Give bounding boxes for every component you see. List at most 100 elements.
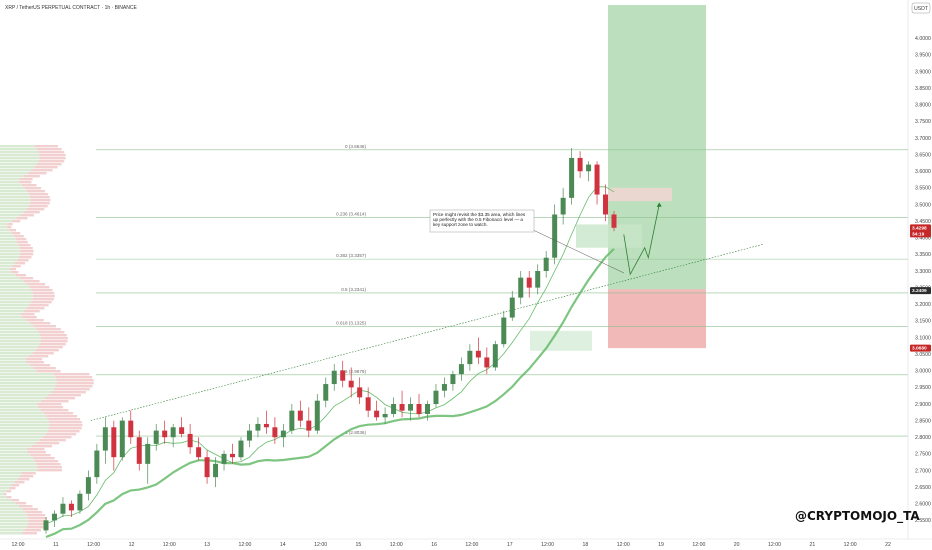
y-tick-label: 2.9500 xyxy=(915,385,931,391)
x-tick-label: 12:00 xyxy=(390,542,403,548)
annotation-text: Price might revisit the $3.35 area, whic… xyxy=(433,211,526,228)
volume-profile-bar xyxy=(19,178,33,181)
volume-profile-bar xyxy=(12,220,21,223)
volume-profile-bar xyxy=(31,301,52,304)
currency-button[interactable]: USDT xyxy=(911,2,931,14)
volume-profile-bar xyxy=(46,415,78,418)
volume-profile-bar xyxy=(41,400,69,403)
volume-profile-bar xyxy=(0,499,12,502)
y-tick-label: 3.3000 xyxy=(915,269,931,275)
volume-profile-bar xyxy=(26,190,45,193)
volume-profile-bar xyxy=(26,448,45,451)
volume-profile-bar xyxy=(0,313,21,316)
volume-profile-bar xyxy=(39,154,66,157)
volume-profile-bar xyxy=(0,433,46,436)
volume-profile-bar xyxy=(34,166,58,169)
volume-profile-bar xyxy=(0,235,15,238)
volume-profile-bar xyxy=(0,295,33,298)
volume-profile-bar xyxy=(6,490,12,493)
x-tick-label: 12 xyxy=(129,542,135,548)
volume-profile-bar xyxy=(22,316,37,319)
volume-profile-bar xyxy=(0,514,28,517)
x-tick-label: 12:00 xyxy=(314,542,327,548)
volume-profile-bar xyxy=(17,259,29,262)
volume-profile-bar xyxy=(0,511,26,514)
volume-profile-bar xyxy=(48,418,81,421)
volume-profile-bar xyxy=(0,319,27,322)
annotation-callout[interactable]: Price might revisit the $3.35 area, whic… xyxy=(429,209,625,274)
volume-profile-bar xyxy=(56,382,94,385)
y-tick-label: 4.0000 xyxy=(915,36,931,42)
volume-profile-bar xyxy=(0,202,30,205)
y-tick-label: 2.6000 xyxy=(915,502,931,508)
volume-profile-bar xyxy=(0,493,4,496)
volume-profile-bar xyxy=(55,385,93,388)
volume-profile-bar xyxy=(0,487,10,490)
volume-profile-bar xyxy=(0,181,19,184)
candle-up xyxy=(85,477,91,494)
volume-profile-bar xyxy=(0,316,23,319)
fib-level-label: 0.5 (3.2341) xyxy=(341,287,366,292)
candle-up xyxy=(509,297,515,318)
volume-profile-bar xyxy=(0,463,37,466)
volume-profile-bar xyxy=(0,349,36,352)
candle-up xyxy=(221,453,227,464)
volume-profile-bar xyxy=(48,394,81,397)
volume-profile-bar xyxy=(0,394,49,397)
volume-profile-bar xyxy=(30,364,51,367)
y-tick-label: 2.5500 xyxy=(915,518,931,524)
volume-profile-bar xyxy=(18,256,32,259)
y-tick-label: 3.8500 xyxy=(915,86,931,92)
volume-profile-bar xyxy=(0,418,49,421)
volume-profile-bar xyxy=(0,178,20,181)
volume-profile-bar xyxy=(0,403,37,406)
candle-down xyxy=(68,503,74,511)
volume-profile-bar xyxy=(0,454,31,457)
volume-profile-bar xyxy=(0,304,30,307)
volume-profile-bar xyxy=(20,214,35,217)
volume-profile-bar xyxy=(37,346,63,349)
time-axis[interactable]: 12:00 11 12:00 12 12:00 13 12:00 14 12:00 15 12:00… xyxy=(0,538,932,548)
volume-profile-bar xyxy=(33,325,56,328)
price-axis[interactable]: 4.0000 3.9500 3.9000 3.8500 3.8000 3.7500 3.70… xyxy=(907,0,931,539)
volume-profile-bar xyxy=(25,511,43,514)
x-tick-label: 20 xyxy=(734,542,740,548)
candle-up xyxy=(213,463,219,478)
volume-profile-bar xyxy=(28,517,47,520)
volume-profile-bar xyxy=(0,436,43,439)
volume-profile-bar xyxy=(26,526,45,529)
volume-profile-bar xyxy=(29,196,50,199)
volume-profile-bar xyxy=(28,205,48,208)
volume-profile-bar xyxy=(0,199,31,202)
volume-profile-bar xyxy=(23,211,40,214)
candle-down xyxy=(365,397,371,411)
volume-profile-bar xyxy=(0,460,35,463)
volume-profile-bar xyxy=(0,325,34,328)
volume-profile-bar xyxy=(21,184,37,187)
candle-down xyxy=(111,427,117,458)
volume-profile-bar xyxy=(18,181,32,184)
volume-profile-bar xyxy=(0,475,20,478)
y-tick-label: 3.6500 xyxy=(915,152,931,158)
volume-profile-bar xyxy=(0,196,30,199)
volume-profile-bar xyxy=(14,481,25,484)
volume-profile-bar xyxy=(0,208,27,211)
volume-profile-bar xyxy=(53,373,90,376)
volume-profile xyxy=(0,145,94,535)
candle-down xyxy=(128,420,134,438)
volume-profile-bar xyxy=(0,298,33,301)
volume-profile-bar xyxy=(0,370,37,373)
volume-profile-bar xyxy=(0,439,40,442)
volume-profile-bar xyxy=(27,514,46,517)
x-tick-label: 18 xyxy=(583,542,589,548)
fib-level-label: 0 (3.6646) xyxy=(345,144,366,149)
candle-up xyxy=(535,271,541,288)
volume-profile-bar xyxy=(0,358,26,361)
volume-profile-bar xyxy=(55,376,93,379)
volume-profile-bar xyxy=(0,193,29,196)
volume-profile-bar xyxy=(38,160,65,163)
volume-profile-bar xyxy=(19,277,34,280)
volume-profile-bar xyxy=(7,223,13,226)
volume-profile-bar xyxy=(0,217,17,220)
